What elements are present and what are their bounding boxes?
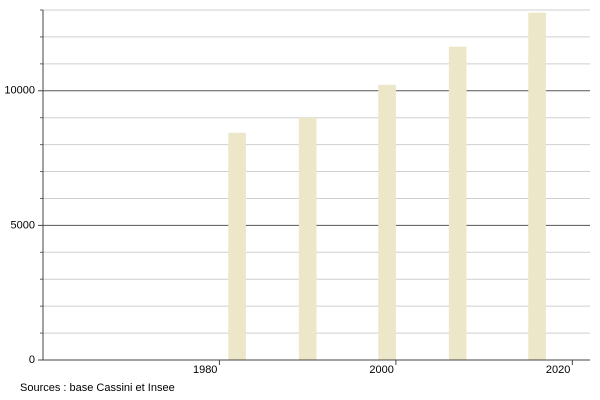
bar — [528, 12, 546, 360]
x-tick-label: 2020 — [546, 364, 570, 376]
y-tick-label: 5000 — [11, 219, 35, 231]
source-note: Sources : base Cassini et Insee — [20, 382, 175, 394]
x-tick-label: 1980 — [193, 364, 217, 376]
y-tick-label: 0 — [29, 354, 35, 366]
bar — [228, 132, 246, 360]
bar — [298, 117, 317, 360]
bar — [378, 84, 396, 360]
x-tick-label: 2000 — [369, 364, 393, 376]
y-tick-label: 10000 — [4, 85, 35, 97]
bar — [448, 46, 467, 360]
